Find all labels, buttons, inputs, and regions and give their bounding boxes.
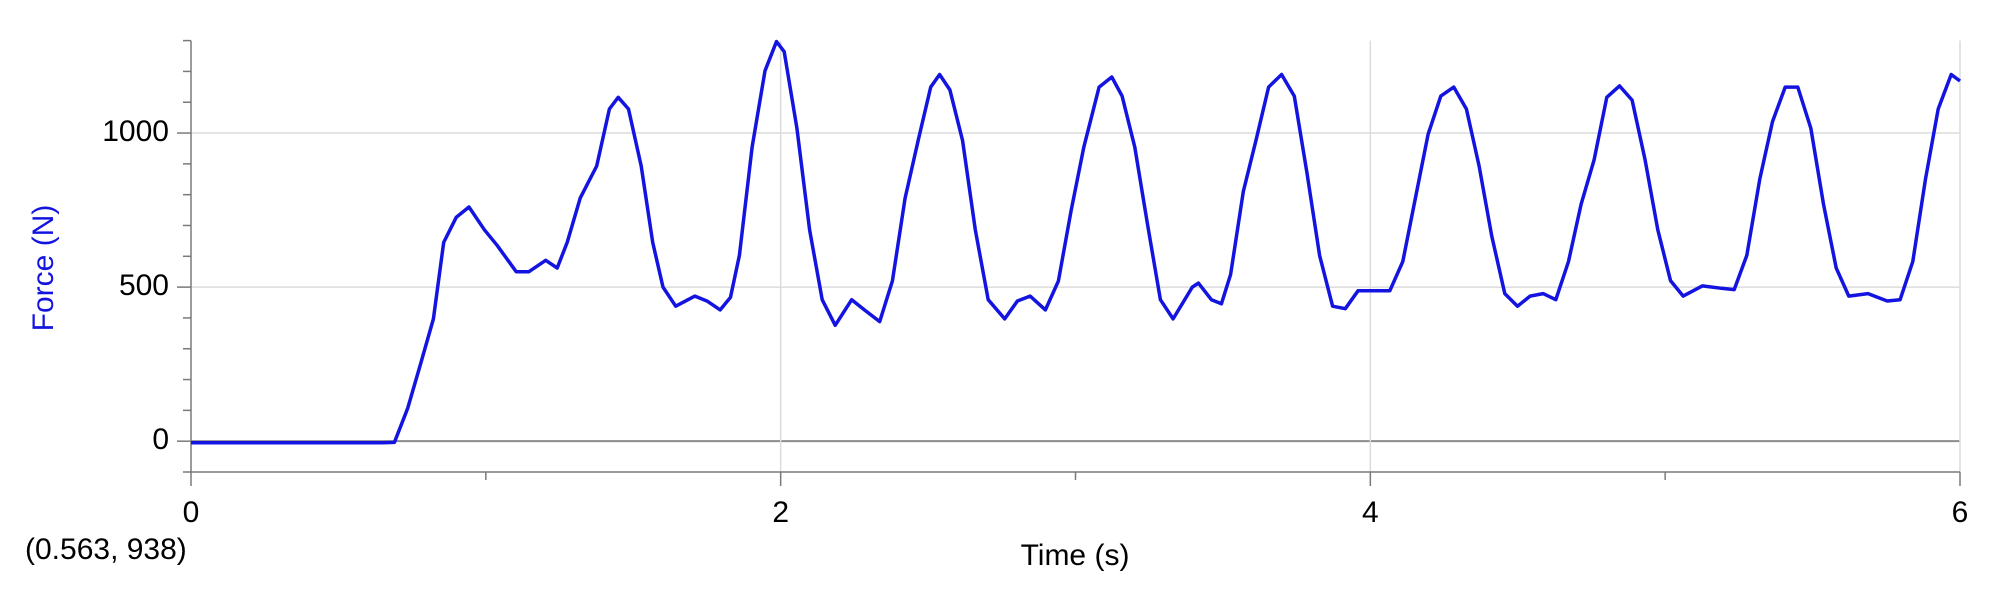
x-tick-label: 2 (772, 496, 789, 529)
data-line (191, 39, 1962, 445)
x-tick-label: 0 (183, 496, 200, 529)
y-tick-label: 0 (152, 423, 169, 456)
y-axis-label: Force (N) (27, 205, 60, 332)
x-tick-label: 6 (1952, 496, 1969, 529)
x-axis-label: Time (s) (1021, 539, 1130, 572)
y-tick-label: 500 (119, 269, 169, 302)
x-tick-label: 4 (1362, 496, 1379, 529)
y-tick-label: 1000 (102, 115, 169, 148)
cursor-readout: (0.563, 938) (25, 533, 187, 566)
